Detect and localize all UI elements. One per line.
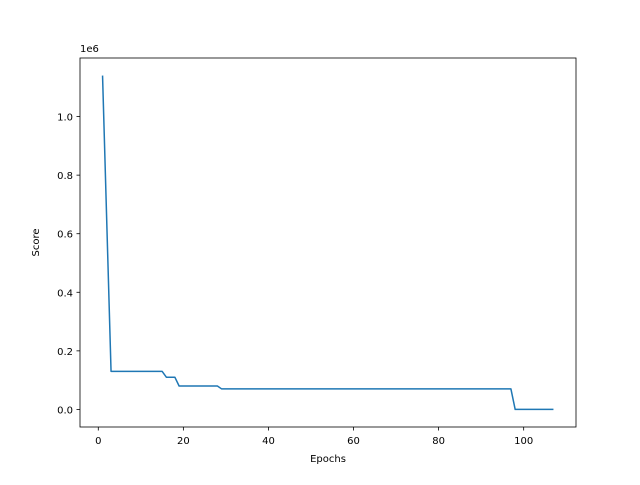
y-offset-label: 1e6: [80, 44, 99, 55]
y-tick-label: 0.0: [57, 405, 73, 416]
y-tick-label: 0.6: [57, 230, 73, 241]
y-axis: 0.0 0.2 0.4 0.6 0.8 1.0: [57, 113, 80, 416]
y-tick-label: 1.0: [57, 113, 73, 124]
plot-frame: [79, 57, 577, 428]
y-tick-label: 0.8: [57, 171, 73, 182]
x-axis: 0 20 40 60 80 100: [95, 427, 533, 447]
plot-layer: [101, 75, 554, 411]
x-tick-label: 100: [514, 436, 533, 447]
x-tick-label: 80: [432, 436, 445, 447]
x-tick-label: 40: [262, 436, 275, 447]
y-axis-title: Score: [31, 228, 42, 256]
x-tick-label: 60: [347, 436, 360, 447]
x-tick-label: 20: [177, 436, 190, 447]
y-tick-label: 0.2: [57, 347, 73, 358]
x-axis-title: Epochs: [310, 454, 346, 465]
series-line-1: [101, 75, 554, 411]
x-tick-label: 0: [95, 436, 101, 447]
y-tick-label: 0.4: [57, 288, 73, 299]
